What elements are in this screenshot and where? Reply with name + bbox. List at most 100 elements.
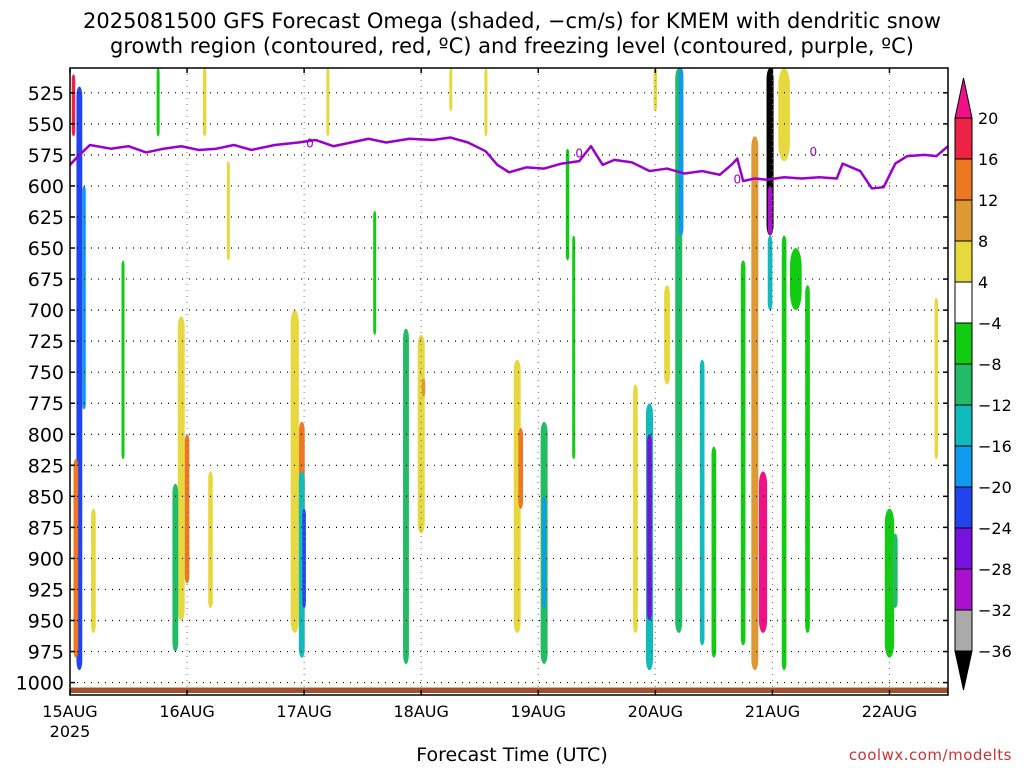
colorbar-label: −16 <box>978 437 1012 456</box>
omega-cell-29 <box>751 136 759 671</box>
x-tick-label: 17AUG <box>276 702 331 721</box>
omega-cell-52 <box>156 68 160 137</box>
y-tick-label: 925 <box>28 579 64 601</box>
omega-cell-34 <box>740 260 746 646</box>
omega-cell-51 <box>121 260 125 460</box>
x-tick-label: 20AUG <box>628 702 683 721</box>
y-tick-label: 650 <box>28 238 64 260</box>
omega-cell-36 <box>789 248 802 311</box>
colorbar-band-4 <box>954 240 973 283</box>
colorbar-label: −36 <box>978 642 1012 661</box>
omega-cell-26 <box>699 359 705 646</box>
omega-cell-54 <box>572 235 576 460</box>
omega-cell-16 <box>513 359 521 633</box>
colorbar-label: −24 <box>978 519 1012 538</box>
omega-cell-47 <box>326 68 330 137</box>
omega-cell-28 <box>653 68 658 112</box>
omega-cell-17 <box>518 428 524 509</box>
x-tick-label: 22AUG <box>862 702 917 721</box>
x-tick-label: 18AUG <box>393 702 448 721</box>
colorbar-band-10 <box>954 486 973 529</box>
omega-cell-35 <box>781 235 787 671</box>
ground-surface <box>70 687 948 693</box>
ground-layer <box>70 687 948 693</box>
omega-cell-37 <box>778 68 790 162</box>
x-axis: 15AUG 16AUG 17AUG 18AUG 19AUG 20AUG 21AUG 22AUG… <box>42 68 917 741</box>
omega-cell-21 <box>647 434 652 621</box>
colorbar-label: −32 <box>978 601 1012 620</box>
freezing-level-label: 0 <box>306 136 314 150</box>
credit-link[interactable]: coolwx.com/modelts <box>848 746 1012 764</box>
x-tick-label: 15AUG <box>42 702 97 721</box>
x-tick-label: 21AUG <box>745 702 800 721</box>
omega-cell-49 <box>484 68 488 137</box>
colorbar-band-5 <box>954 281 973 324</box>
omega-cell-40 <box>892 533 898 609</box>
y-tick-label: 750 <box>28 362 64 384</box>
omega-cell-22 <box>633 384 638 633</box>
colorbar-top-arrow <box>954 77 973 119</box>
colorbar-label: 20 <box>978 109 998 128</box>
colorbar-band-13 <box>954 609 973 652</box>
freezing-level-label: 0 <box>810 145 818 159</box>
omega-cell-50 <box>565 148 570 261</box>
omega-cell-6 <box>184 434 190 584</box>
omega-cell-5 <box>177 316 185 621</box>
omega-shading-layer <box>71 68 939 671</box>
omega-cell-25 <box>664 285 670 385</box>
omega-cell-39 <box>884 508 895 658</box>
colorbar-band-3 <box>954 199 973 242</box>
y-tick-label: 800 <box>28 424 64 446</box>
y-axis: 525 550 575 600 625 650 675 700 725 750 775 800 825 8… <box>16 83 948 695</box>
colorbar-label: 4 <box>978 273 988 292</box>
colorbar-band-11 <box>954 527 973 570</box>
omega-cell-41 <box>934 297 939 460</box>
colorbar-label: −4 <box>978 314 1002 333</box>
omega-cell-45 <box>202 68 207 137</box>
omega-cell-13 <box>403 328 409 664</box>
y-tick-label: 700 <box>28 300 64 322</box>
y-tick-label: 600 <box>28 176 64 198</box>
colorbar-label: −20 <box>978 478 1012 497</box>
y-tick-label: 850 <box>28 486 64 508</box>
omega-cell-9 <box>290 310 299 633</box>
y-tick-label: 775 <box>28 393 64 415</box>
omega-cell-33 <box>767 235 773 311</box>
chart-title-line-1: 2025081500 GFS Forecast Omega (shaded, −… <box>83 9 941 33</box>
plot-frame <box>69 67 949 696</box>
y-tick-label: 900 <box>28 548 64 570</box>
colorbar-label: −8 <box>978 355 1002 374</box>
omega-cell-53 <box>373 210 377 335</box>
omega-cell-2 <box>71 74 76 137</box>
freezing-level-line <box>70 136 948 190</box>
colorbar-band-12 <box>954 568 973 611</box>
y-tick-label: 550 <box>28 114 64 136</box>
colorbar-band-9 <box>954 445 973 488</box>
y-tick-label: 725 <box>28 331 64 353</box>
colorbar-band-6 <box>954 322 973 365</box>
omega-cell-38 <box>805 285 810 633</box>
omega-cell-27 <box>711 446 717 658</box>
omega-cell-24 <box>678 68 684 236</box>
y-tick-label: 575 <box>28 145 64 167</box>
omega-cell-48 <box>449 68 453 112</box>
colorbar-band-1 <box>954 117 973 160</box>
colorbar-band-2 <box>954 158 973 201</box>
y-tick-label: 825 <box>28 455 64 477</box>
freezing-level-layer: 0 0 0 0 <box>70 136 948 190</box>
omega-cell-7 <box>172 483 179 652</box>
colorbar-label: 12 <box>978 191 998 210</box>
colorbar-label: 8 <box>978 232 988 251</box>
omega-cell-12 <box>302 508 306 609</box>
y-tick-label: 525 <box>28 83 64 105</box>
freezing-level-label: 0 <box>733 173 741 187</box>
omega-cell-4 <box>91 508 96 633</box>
x-axis-label: Forecast Time (UTC) <box>416 744 608 766</box>
plot-area <box>70 68 948 695</box>
freezing-level-label: 0 <box>575 146 583 160</box>
colorbar-label: 16 <box>978 150 998 169</box>
x-year-label: 2025 <box>50 722 91 741</box>
y-tick-label: 625 <box>28 207 64 229</box>
y-tick-label: 975 <box>28 642 64 664</box>
